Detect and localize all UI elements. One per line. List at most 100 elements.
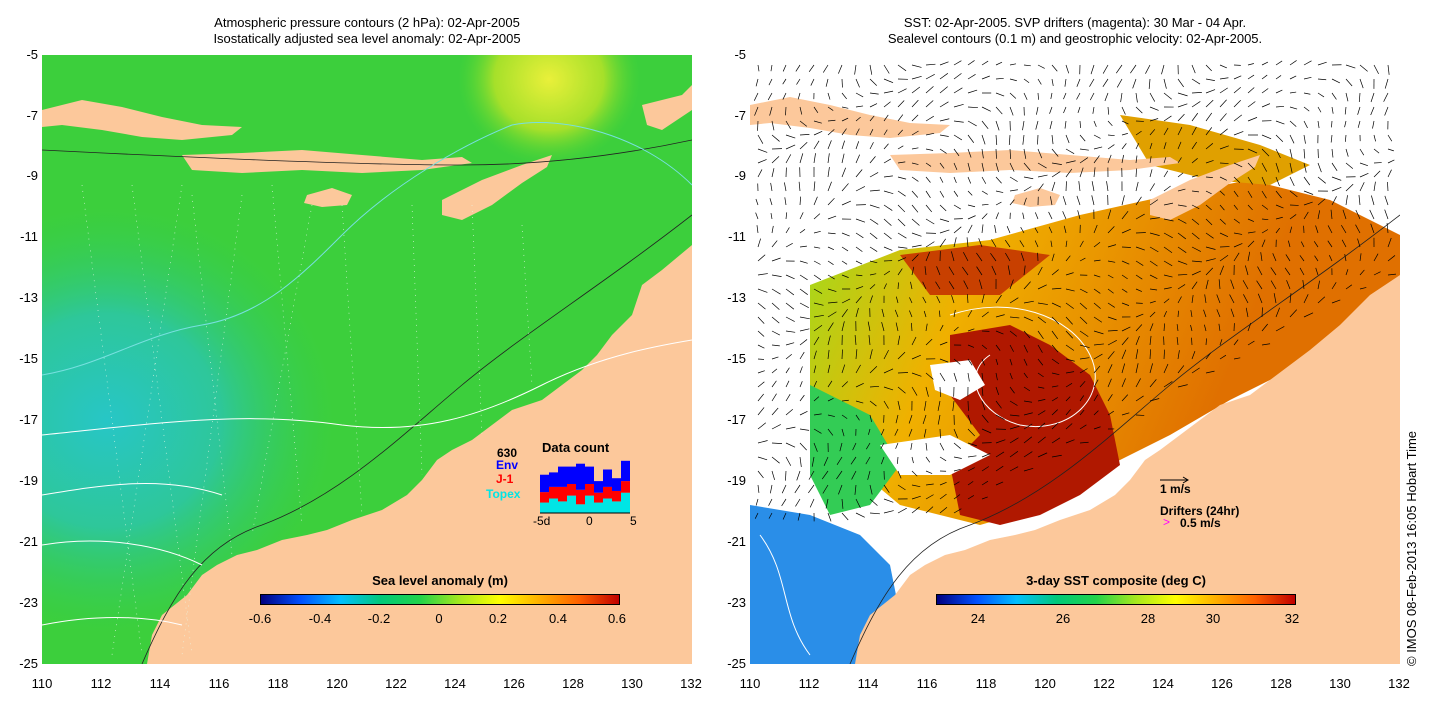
velocity-arrow: [1009, 279, 1014, 290]
velocity-arrow: [785, 354, 792, 360]
velocity-arrow: [1089, 78, 1095, 87]
velocity-arrow: [855, 232, 864, 239]
velocity-arrow: [1275, 216, 1283, 220]
velocity-arrow: [1177, 274, 1188, 276]
velocity-arrow: [1163, 246, 1173, 254]
velocity-arrow: [1163, 185, 1171, 192]
velocity-arrow: [1284, 267, 1291, 276]
velocity-arrow: [897, 114, 904, 122]
velocity-arrow: [813, 130, 823, 136]
velocity-arrow: [1357, 120, 1361, 128]
velocity-arrow: [838, 484, 843, 495]
velocity-arrow: [1163, 298, 1170, 304]
velocity-arrow: [1051, 397, 1058, 402]
velocity-arrow: [755, 498, 759, 506]
velocity-arrow: [1065, 302, 1074, 309]
velocity-arrow: [1247, 117, 1258, 122]
velocity-arrow: [839, 442, 843, 452]
velocity-arrow: [1135, 274, 1143, 280]
velocity-arrow: [809, 498, 815, 508]
velocity-arrow: [1121, 228, 1131, 234]
velocity-arrow: [1387, 169, 1392, 178]
velocity-arrow: [1177, 350, 1180, 360]
velocity-arrow: [869, 365, 878, 374]
velocity-arrow: [911, 470, 918, 477]
lat-tick: -21: [727, 534, 746, 549]
sst-cool-green: [810, 385, 900, 515]
velocity-arrow: [1387, 182, 1389, 192]
velocity-arrow: [1219, 354, 1227, 360]
velocity-arrow: [1177, 260, 1188, 265]
velocity-arrow: [939, 493, 947, 500]
velocity-arrow: [1163, 142, 1167, 150]
velocity-arrow: [1065, 439, 1075, 444]
velocity-arrow: [841, 92, 847, 100]
velocity-arrow: [1106, 181, 1109, 192]
velocity-arrow: [1370, 106, 1375, 116]
velocity-arrow: [813, 428, 822, 434]
velocity-arrow: [897, 176, 907, 180]
velocity-arrow: [981, 358, 985, 366]
velocity-arrow: [821, 470, 829, 480]
velocity-arrow: [755, 78, 759, 87]
velocity-arrow: [1065, 168, 1073, 178]
velocity-arrow: [1093, 316, 1103, 323]
velocity-arrow: [869, 512, 880, 515]
velocity-arrow: [1022, 120, 1025, 131]
velocity-arrow: [1219, 176, 1227, 181]
velocity-arrow: [1079, 157, 1089, 164]
velocity-arrow: [1093, 426, 1101, 430]
velocity-arrow: [1303, 148, 1306, 159]
velocity-arrow: [799, 316, 810, 320]
velocity-arrow: [1177, 284, 1186, 290]
velocity-arrow: [995, 134, 998, 145]
velocity-arrow: [966, 237, 969, 248]
velocity-arrow: [922, 281, 927, 290]
velocity-arrow: [855, 186, 866, 192]
velocity-arrow: [1051, 372, 1060, 376]
velocity-arrow: [883, 232, 892, 240]
velocity-arrow: [869, 498, 878, 506]
velocity-arrow: [1076, 78, 1081, 87]
velocity-arrow: [869, 92, 879, 95]
velocity-arrow: [1359, 287, 1367, 290]
velocity-arrow: [1233, 131, 1244, 136]
velocity-arrow: [897, 268, 903, 276]
velocity-arrow: [1023, 423, 1033, 430]
velocity-arrow: [883, 129, 888, 136]
velocity-arrow: [1009, 386, 1015, 394]
velocity-arrow: [827, 106, 834, 111]
velocity-arrow: [925, 338, 933, 346]
velocity-arrow: [1317, 92, 1325, 98]
velocity-arrow: [953, 120, 964, 123]
velocity-arrow: [771, 257, 781, 262]
velocity-arrow: [1093, 146, 1103, 150]
velocity-arrow: [869, 142, 874, 150]
velocity-arrow: [1163, 287, 1172, 290]
velocity-arrow: [1009, 466, 1019, 472]
velocity-arrow: [995, 92, 1005, 97]
velocity-arrow: [1270, 280, 1277, 290]
velocity-arrow: [1023, 344, 1028, 353]
velocity-arrow: [1345, 195, 1348, 206]
velocity-arrow: [1051, 344, 1059, 353]
velocity-arrow: [1289, 148, 1293, 159]
velocity-arrow: [1191, 158, 1198, 164]
velocity-arrow: [1205, 258, 1216, 262]
colorbar-tick: -0.2: [367, 611, 391, 626]
velocity-arrow: [1163, 323, 1165, 332]
velocity-arrow: [1317, 280, 1320, 290]
velocity-arrow: [1331, 78, 1341, 84]
velocity-arrow: [785, 243, 793, 248]
velocity-arrow: [1327, 240, 1333, 248]
velocity-arrow: [1065, 160, 1076, 164]
velocity-arrow: [911, 232, 922, 237]
data-count-bar-topex: [603, 498, 612, 513]
velocity-arrow: [1359, 269, 1365, 276]
velocity-arrow: [799, 106, 803, 115]
left-colorbar: [260, 594, 620, 605]
velocity-arrow: [869, 385, 880, 388]
velocity-arrow: [869, 103, 878, 108]
velocity-arrow: [1051, 162, 1062, 165]
velocity-arrow: [1107, 394, 1113, 402]
